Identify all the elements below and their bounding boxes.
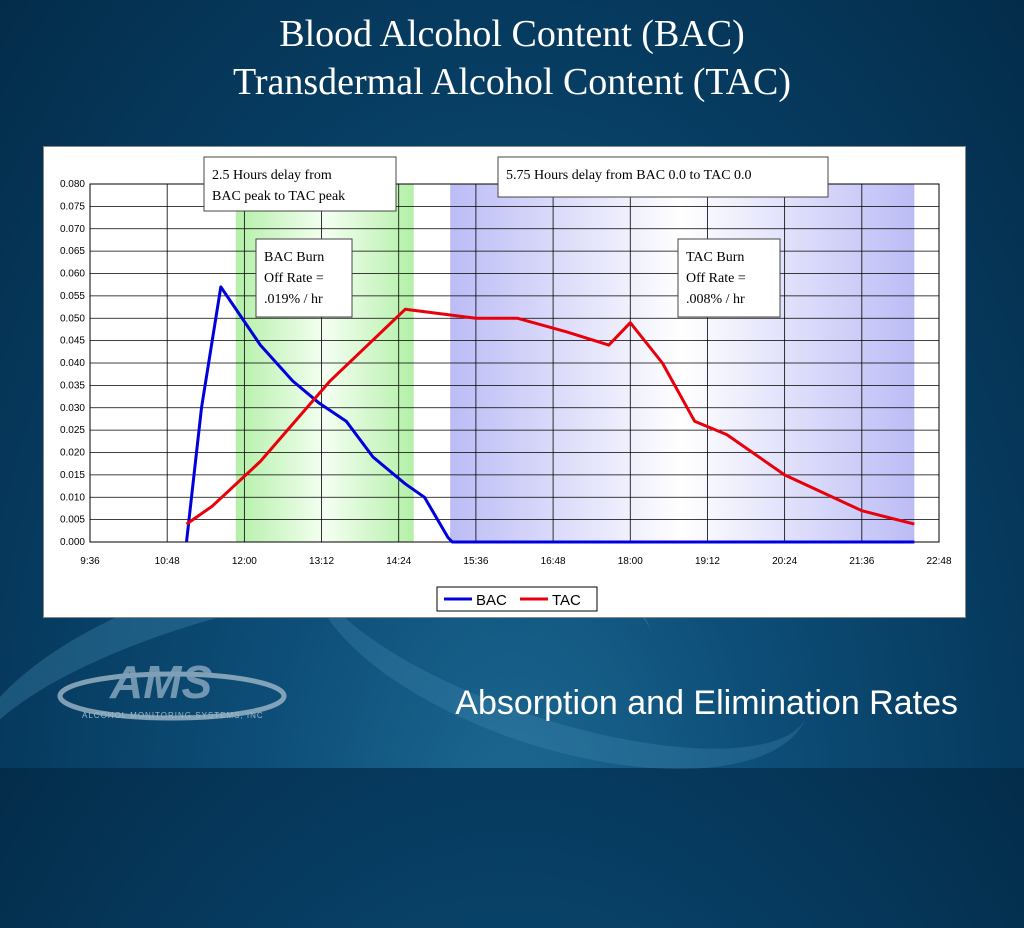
y-tick-label: 0.005 bbox=[60, 515, 85, 526]
logo-swoosh bbox=[57, 671, 287, 721]
x-tick-label: 9:36 bbox=[80, 556, 100, 567]
title-line-2: Transdermal Alcohol Content (TAC) bbox=[232, 61, 792, 103]
x-tick-label: 18:00 bbox=[618, 556, 643, 567]
y-tick-label: 0.030 bbox=[60, 403, 85, 414]
y-tick-label: 0.025 bbox=[60, 425, 85, 436]
annotation-bac-burnoff-text: .019% / hr bbox=[264, 292, 323, 307]
y-tick-label: 0.055 bbox=[60, 291, 85, 302]
x-tick-label: 16:48 bbox=[541, 556, 566, 567]
chart-panel: 0.000 0.005 0.010 0.015 0.020 0.025 0.030 0.035… bbox=[43, 146, 966, 618]
x-tick-label: 20:24 bbox=[772, 556, 797, 567]
legend-label-bac: BAC bbox=[476, 592, 507, 609]
logo-tagline: ALCOHOL MONITORING SYSTEMS, INC bbox=[82, 711, 264, 720]
annotation-tac-burnoff-box bbox=[677, 238, 781, 318]
slide-subtitle: Absorption and Elimination Rates bbox=[455, 684, 958, 722]
y-tick-label: 0.075 bbox=[60, 201, 85, 212]
slide-title: Blood Alcohol Content (BAC) Transdermal … bbox=[0, 10, 1024, 106]
title-line-1: Blood Alcohol Content (BAC) bbox=[279, 13, 745, 55]
x-tick-label: 12:00 bbox=[232, 556, 257, 567]
series-line-bac bbox=[185, 285, 915, 544]
annotation-delay-zero-text: 5.75 Hours delay from BAC 0.0 to TAC 0.0 bbox=[506, 168, 752, 183]
ams-logo: AMS ALCOHOL MONITORING SYSTEMS, INC bbox=[57, 656, 287, 721]
y-tick-label: 0.040 bbox=[60, 358, 85, 369]
series-line-tac bbox=[185, 307, 915, 526]
annotation-delay-zero-box bbox=[497, 156, 829, 198]
x-tick-label: 13:12 bbox=[309, 556, 334, 567]
y-tick-label: 0.010 bbox=[60, 492, 85, 503]
annotation-bac-burnoff-box bbox=[255, 238, 353, 318]
y-tick-label: 0.070 bbox=[60, 224, 85, 235]
logo-text: AMS bbox=[109, 656, 213, 708]
y-tick-label: 0.060 bbox=[60, 269, 85, 280]
x-tick-label: 14:24 bbox=[386, 556, 411, 567]
y-tick-label: 0.020 bbox=[60, 448, 85, 459]
x-tick-label: 15:36 bbox=[463, 556, 488, 567]
x-tick-label: 22:48 bbox=[926, 556, 951, 567]
annotation-tac-burnoff-text: .008% / hr bbox=[686, 292, 745, 307]
y-tick-label: 0.050 bbox=[60, 313, 85, 324]
bac-tac-chart: 0.000 0.005 0.010 0.015 0.020 0.025 0.030 0.035… bbox=[60, 156, 952, 612]
annotation-bac-burnoff-text: BAC Burn bbox=[264, 250, 324, 265]
annotation-tac-burnoff-text: TAC Burn bbox=[686, 250, 744, 265]
y-tick-label: 0.015 bbox=[60, 470, 85, 481]
annotation-delay-peak-box bbox=[203, 156, 397, 212]
y-tick-label: 0.035 bbox=[60, 380, 85, 391]
x-tick-label: 21:36 bbox=[849, 556, 874, 567]
y-tick-label: 0.045 bbox=[60, 336, 85, 347]
x-tick-label: 19:12 bbox=[695, 556, 720, 567]
annotation-bac-burnoff-text: Off Rate = bbox=[264, 271, 324, 286]
legend-label-tac: TAC bbox=[552, 592, 581, 609]
annotation-tac-burnoff-text: Off Rate = bbox=[686, 271, 746, 286]
annotation-delay-peak-text: BAC peak to TAC peak bbox=[212, 189, 345, 204]
x-tick-label: 10:48 bbox=[155, 556, 180, 567]
annotation-delay-peak-text: 2.5 Hours delay from bbox=[212, 168, 332, 183]
y-tick-label: 0.000 bbox=[60, 537, 85, 548]
y-tick-label: 0.080 bbox=[60, 179, 85, 190]
y-tick-label: 0.065 bbox=[60, 246, 85, 257]
